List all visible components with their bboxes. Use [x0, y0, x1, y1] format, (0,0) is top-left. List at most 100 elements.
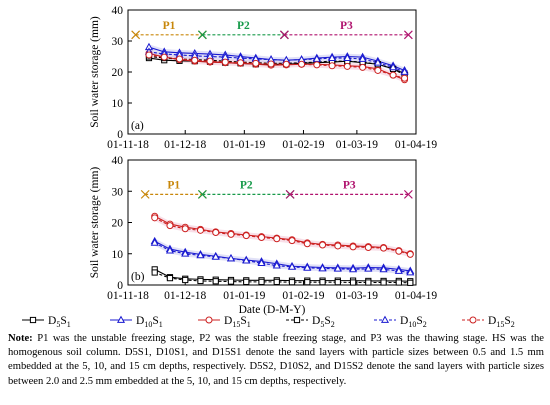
data-point — [406, 268, 415, 276]
y-tick-label: 10 — [112, 249, 124, 261]
note-label: Note: — [8, 333, 33, 344]
data-point — [303, 263, 312, 271]
data-point — [252, 59, 260, 67]
data-point — [258, 234, 266, 241]
x-tick-label: 01-04-19 — [395, 139, 437, 151]
band-d10s1 — [154, 238, 411, 276]
stage-marker — [131, 30, 141, 40]
data-point — [319, 279, 326, 286]
stage-marker — [285, 189, 295, 199]
stage-label-p1: P1 — [163, 20, 176, 32]
legend-marker — [293, 316, 301, 324]
stage-label-p1: P1 — [167, 179, 180, 191]
series-line — [154, 242, 411, 274]
data-point — [374, 66, 382, 74]
panel-label: (b) — [131, 271, 145, 283]
x-tick-label: 01-12-18 — [164, 139, 206, 151]
data-point — [212, 229, 220, 236]
y-tick-label: 20 — [112, 67, 124, 79]
chart-panel-a: 0 10 20 30 40 01-11-18 01-12-18 01-01-19 01-02-1… — [89, 5, 437, 151]
y-tick-label: 30 — [112, 186, 124, 198]
data-point — [394, 266, 403, 274]
data-point — [181, 225, 189, 233]
legend: D5S1 D10S1 D15S1 D5S2 D10S2 D15S2 — [22, 315, 515, 329]
y-tick-label: 10 — [112, 98, 124, 110]
stage-label-p3: P3 — [343, 179, 356, 191]
stage-marker — [403, 30, 413, 40]
data-point — [407, 279, 414, 286]
series-d15s2 — [145, 51, 409, 82]
data-point — [175, 55, 183, 63]
stage-label-p3: P3 — [340, 20, 353, 32]
data-point — [319, 241, 327, 249]
data-point — [380, 244, 388, 252]
legend-item: D15S1 — [198, 315, 251, 329]
y-tick-label: 40 — [112, 5, 124, 17]
data-point — [227, 230, 235, 238]
data-point — [287, 262, 297, 270]
data-point — [298, 60, 306, 68]
data-point — [304, 279, 311, 286]
data-point — [334, 242, 342, 250]
data-point — [227, 278, 235, 285]
data-point — [273, 278, 280, 285]
data-point — [257, 258, 266, 267]
y-tick-label: 0 — [117, 129, 123, 141]
data-point — [343, 53, 352, 61]
data-point — [196, 226, 204, 234]
data-point — [166, 275, 174, 282]
data-point — [282, 60, 290, 68]
data-point — [151, 269, 158, 276]
legend-marker — [29, 316, 37, 324]
stage-marker — [197, 30, 207, 40]
data-point — [373, 58, 382, 66]
data-point — [273, 235, 281, 243]
data-point — [379, 264, 388, 273]
legend-label: D10S2 — [400, 315, 427, 329]
series-d5s2 — [151, 269, 414, 286]
stage-marker — [403, 189, 413, 199]
data-point — [334, 279, 341, 286]
data-point — [221, 58, 229, 66]
data-point — [364, 244, 372, 251]
y-axis-label: Soil water storage (mm) — [89, 16, 101, 128]
legend-item: D5S1 — [22, 315, 71, 329]
legend-label: D15S1 — [224, 315, 251, 329]
chart-panel-b: 0 10 20 30 40 01-11-18 01-12-18 01-01-19 01-02-1… — [89, 155, 437, 316]
data-point — [242, 232, 250, 240]
data-point — [196, 250, 205, 259]
x-tick-label: 01-12-18 — [164, 290, 206, 302]
series-d10s2 — [150, 238, 415, 276]
legend-item: D15S2 — [462, 315, 515, 329]
x-tick-label: 01-02-19 — [282, 290, 324, 302]
data-point — [206, 57, 214, 65]
x-axis-label: Date (D-M-Y) — [239, 304, 306, 316]
data-point — [166, 222, 174, 230]
legend-item: D5S2 — [286, 315, 335, 329]
x-tick-label: 01-04-19 — [395, 290, 437, 302]
legend-item: D10S2 — [374, 315, 427, 329]
data-point — [328, 62, 336, 70]
data-point — [358, 54, 367, 62]
data-point — [242, 256, 251, 264]
stage-label-p2: P2 — [240, 179, 253, 191]
figure: 0 10 20 30 40 01-11-18 01-12-18 01-01-19 01-02-1… — [22, 5, 515, 329]
legend-item: D10S1 — [110, 315, 163, 329]
data-point — [191, 56, 199, 64]
data-point — [359, 63, 367, 71]
data-point — [145, 51, 153, 59]
data-point — [401, 74, 409, 82]
data-point — [258, 278, 265, 285]
data-point — [150, 238, 159, 246]
data-point — [197, 277, 204, 285]
y-tick-label: 20 — [112, 218, 124, 230]
panel-label: (a) — [131, 120, 144, 132]
note-text: P1 was the unstable freezing stage, P2 w… — [8, 333, 544, 387]
data-point — [226, 254, 236, 262]
legend-label: D10S1 — [136, 315, 163, 329]
x-tick-label: 01-02-19 — [282, 139, 324, 151]
stage-marker — [279, 30, 289, 40]
data-point — [303, 240, 311, 248]
stage-marker — [197, 189, 207, 199]
data-point — [313, 61, 321, 69]
